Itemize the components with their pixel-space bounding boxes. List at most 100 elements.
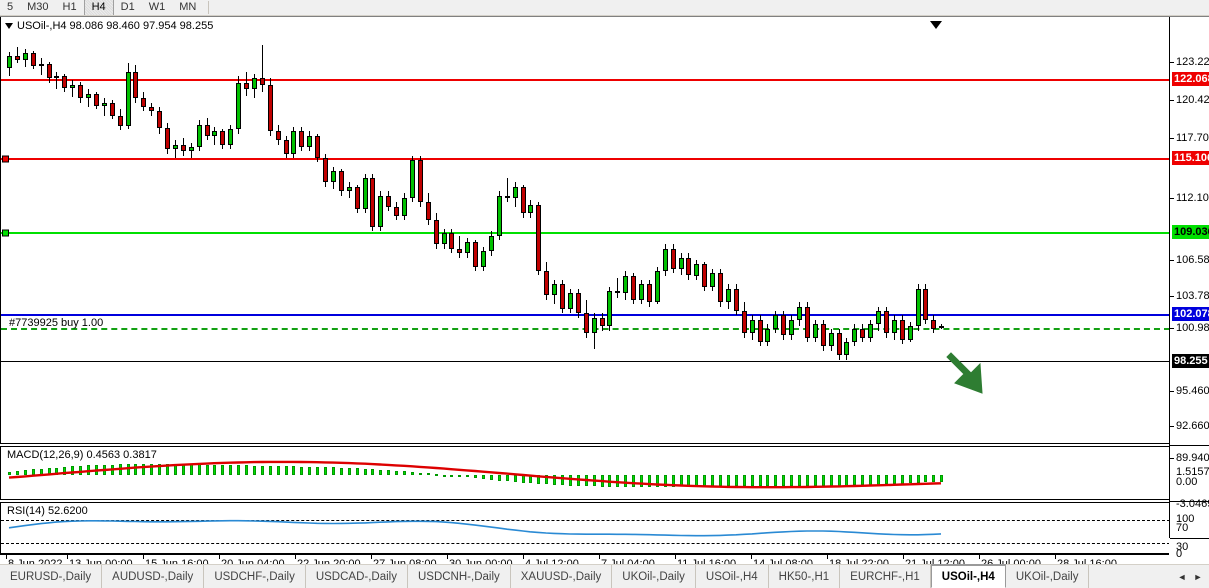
candle-body <box>505 195 510 198</box>
macd-indicator-pane[interactable]: MACD(12,26,9) 0.4563 0.3817 <box>0 446 1169 500</box>
candle-body <box>710 273 715 287</box>
macd-histogram-bar <box>632 475 635 487</box>
time-axis-tick <box>523 555 524 559</box>
macd-histogram-bar <box>379 469 382 475</box>
time-axis-tick <box>979 555 980 559</box>
candle-body <box>639 284 644 300</box>
candle-body <box>402 197 407 216</box>
chart-tab-audusd-daily[interactable]: AUDUSD-,Daily <box>102 565 205 588</box>
chart-tab-eurchf-h1[interactable]: EURCHF-,H1 <box>840 565 931 588</box>
candle-body <box>94 93 99 106</box>
candle-body <box>742 310 747 334</box>
macd-histogram-bar <box>348 468 351 475</box>
time-axis-tick <box>219 555 220 559</box>
chart-tab-ukoil-daily[interactable]: UKOil-,Daily <box>612 565 696 588</box>
chart-tab-usdcad-daily[interactable]: USDCAD-,Daily <box>306 565 408 588</box>
price-scale-highlight-label: 109.036 <box>1172 225 1209 239</box>
candle-wick <box>175 140 176 158</box>
time-axis-tick <box>751 555 752 559</box>
macd-histogram-bar <box>561 475 564 486</box>
macd-histogram-bar <box>356 468 359 475</box>
macd-histogram-bar <box>158 463 161 475</box>
macd-histogram-bar <box>814 475 817 487</box>
macd-histogram-bar <box>727 475 730 487</box>
macd-histogram-bar <box>924 475 927 483</box>
chart-tab-xauusd-daily[interactable]: XAUUSD-,Daily <box>511 565 613 588</box>
candle-body <box>671 248 676 269</box>
price-scale-label: 106.580 <box>1176 254 1209 266</box>
macd-histogram-bar <box>490 475 493 480</box>
chart-tab-usoil-h4[interactable]: USOil-,H4 <box>696 565 769 588</box>
candle-body <box>284 140 289 154</box>
timeframe-toolbar: 5 M30 H1 H4 D1 W1 MN <box>0 0 1209 16</box>
price-scale-tick <box>1170 100 1174 101</box>
level-handle-support-109[interactable] <box>2 229 9 237</box>
candle-body <box>331 171 336 183</box>
candle-body <box>837 333 842 356</box>
candle-body <box>916 288 921 327</box>
chart-tab-ukoil-daily[interactable]: UKOil-,Daily <box>1006 565 1090 588</box>
macd-histogram-bar <box>71 466 74 475</box>
price-scale-tick <box>1170 296 1174 297</box>
timeframe-button-d1[interactable]: D1 <box>120 1 135 13</box>
macd-histogram-bar <box>395 470 398 475</box>
candle-body <box>181 144 186 152</box>
candle-body <box>220 131 225 145</box>
time-axis-tick <box>67 555 68 559</box>
candle-body <box>765 328 770 342</box>
macd-histogram-bar <box>545 475 548 485</box>
chevron-down-icon[interactable] <box>5 23 13 29</box>
candle-body <box>323 158 328 183</box>
candle-body <box>576 293 581 314</box>
rsi-lower-band <box>1 543 1169 544</box>
open-order-label: #7739925 buy 1.00 <box>9 317 104 329</box>
macd-histogram-bar <box>917 475 920 483</box>
price-scale-label: 95.460 <box>1176 385 1209 397</box>
timeframe-button-w1[interactable]: W1 <box>148 1 166 13</box>
tab-scroll-right-icon[interactable]: ► <box>1193 571 1203 582</box>
chart-tab-hk50-h1[interactable]: HK50-,H1 <box>769 565 841 588</box>
candle-body <box>473 242 478 267</box>
timeframe-button-5[interactable]: 5 <box>7 1 14 13</box>
timeframe-button-h4[interactable]: H4 <box>83 0 114 15</box>
macd-histogram-bar <box>798 475 801 487</box>
macd-histogram-bar <box>766 475 769 487</box>
macd-histogram-bar <box>735 475 738 487</box>
macd-histogram-bar <box>458 475 461 477</box>
macd-histogram-bar <box>142 463 145 475</box>
rsi-indicator-pane[interactable]: RSI(14) 52.6200 <box>0 502 1169 554</box>
level-line-current-price-98[interactable] <box>1 361 1169 362</box>
candle-body <box>615 291 620 294</box>
level-line-resistance-122[interactable] <box>1 79 1169 81</box>
candle-body <box>189 146 194 152</box>
candle-body <box>315 135 320 158</box>
candle-body <box>805 306 810 338</box>
time-axis-tick <box>447 555 448 559</box>
timeframe-button-m30[interactable]: M30 <box>27 1 49 13</box>
candle-wick <box>41 58 42 75</box>
candle-body <box>268 84 273 132</box>
level-handle-resistance-115[interactable] <box>2 155 9 163</box>
level-line-support-109[interactable] <box>1 232 1169 234</box>
chart-tab-eurusd-daily[interactable]: EURUSD-,Daily <box>0 565 103 588</box>
macd-histogram-bar <box>403 471 406 475</box>
macd-histogram-bar <box>569 475 572 486</box>
chart-tab-usoil-h4[interactable]: USOil-,H4 <box>930 564 1006 588</box>
price-scale-tick <box>1170 391 1174 392</box>
macd-histogram-bar <box>332 467 335 475</box>
candle-body <box>260 78 265 85</box>
tab-scroll-left-icon[interactable]: ◄ <box>1177 571 1187 582</box>
candle-body <box>410 160 415 198</box>
timeframe-button-h1[interactable]: H1 <box>62 1 77 13</box>
price-chart-pane[interactable]: USOil-,H4 98.086 98.460 97.954 98.255 #7… <box>0 17 1169 444</box>
chart-tab-strip: EURUSD-,Daily AUDUSD-,Daily USDCHF-,Daily U… <box>0 564 1209 588</box>
timeframe-button-mn[interactable]: MN <box>179 1 197 13</box>
macd-histogram-bar <box>411 472 414 475</box>
chart-tab-usdcnh-daily[interactable]: USDCNH-,Daily <box>408 565 511 588</box>
price-scale[interactable]: 123.220 122.068 120.420 117.700 115.106 112.1… <box>1169 17 1209 560</box>
chart-tab-usdchf-daily[interactable]: USDCHF-,Daily <box>204 565 306 588</box>
macd-scale-label: 0.00 <box>1176 476 1198 488</box>
level-line-resistance-115[interactable] <box>1 158 1169 160</box>
candle-body <box>860 328 865 338</box>
